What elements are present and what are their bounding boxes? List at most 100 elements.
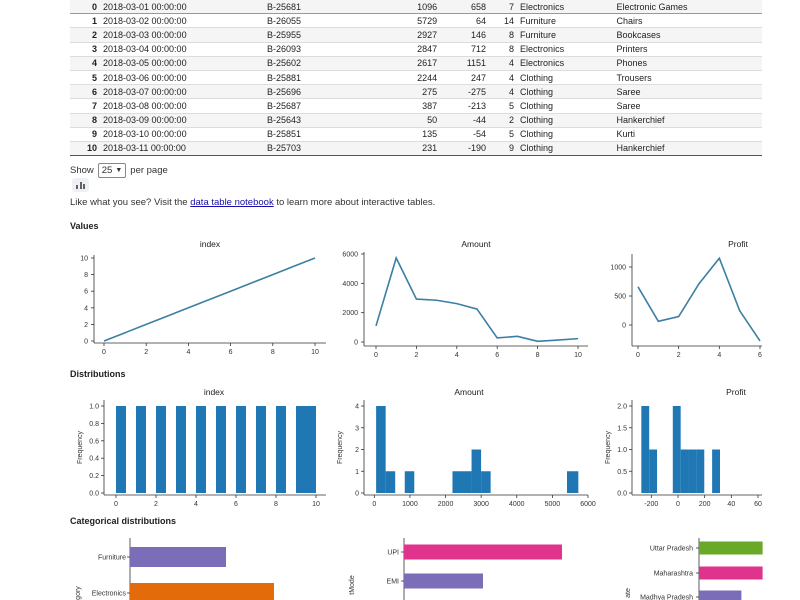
table-row: 6 2018-03-07 00:00:00 B-25696 275 -275 4 Cloth… bbox=[70, 84, 762, 100]
chevron-down-icon: ▼ bbox=[115, 167, 123, 174]
table-row: 7 2018-03-08 00:00:00 B-25687 387 -213 5 Cloth… bbox=[70, 98, 762, 114]
histogram-bar bbox=[641, 406, 650, 493]
show-label: Show bbox=[70, 165, 94, 176]
y-tick-label: 10 bbox=[80, 256, 88, 263]
plot-title: index bbox=[204, 387, 225, 397]
y-tick-label: 1000 bbox=[610, 265, 626, 272]
histogram-bar bbox=[649, 449, 658, 493]
x-tick-label: 0 bbox=[102, 349, 106, 356]
plot-title: Amount bbox=[454, 387, 484, 397]
bar-chart-icon bbox=[76, 185, 78, 189]
table-cell-profit: -190 bbox=[440, 141, 490, 157]
x-tick-label: 40 bbox=[727, 501, 735, 508]
histogram-bar bbox=[471, 449, 482, 493]
y-tick-label: 0 bbox=[84, 339, 88, 346]
table-cell-amount: 231 bbox=[390, 141, 441, 157]
table-cell-sub-category: Kurti bbox=[613, 127, 762, 142]
x-tick-label: 10 bbox=[311, 349, 319, 356]
table-cell-sub-category: Hankerchief bbox=[613, 113, 762, 128]
table-cell-category: Clothing bbox=[517, 113, 614, 128]
y-axis-label: ate bbox=[625, 588, 632, 598]
y-tick-label: 0.5 bbox=[617, 469, 627, 476]
table-cell-amount: 2617 bbox=[390, 56, 441, 71]
x-tick-label: 6000 bbox=[580, 501, 596, 508]
note-text-after: to learn more about interactive tables. bbox=[273, 197, 436, 208]
x-tick-label: 0 bbox=[676, 501, 680, 508]
per-page-select[interactable]: 25 ▼ bbox=[97, 163, 127, 178]
table-cell-amount: 2847 bbox=[390, 42, 441, 57]
table-cell-order-id: B-25687 bbox=[264, 98, 390, 114]
table-cell-category: Clothing bbox=[517, 98, 614, 114]
histogram-bar bbox=[385, 471, 396, 493]
histogram-bar bbox=[452, 471, 463, 493]
table-cell-profit: -275 bbox=[440, 84, 490, 100]
table-row: 2 2018-03-03 00:00:00 B-25955 2927 146 8 Furni… bbox=[70, 27, 762, 43]
x-tick-label: 0 bbox=[374, 352, 378, 359]
y-tick-label: 3 bbox=[355, 425, 359, 432]
x-tick-label: 8 bbox=[271, 349, 275, 356]
y-tick-label: 8 bbox=[84, 272, 88, 279]
y-axis-label: gory bbox=[75, 586, 82, 600]
histogram-bar bbox=[176, 406, 186, 493]
table-cell-order-id: B-26093 bbox=[264, 42, 390, 57]
y-tick-label: 0.0 bbox=[617, 491, 627, 498]
table-cell-idx: 10 bbox=[70, 141, 100, 157]
x-tick-label: 4 bbox=[186, 349, 190, 356]
x-tick-label: 2 bbox=[154, 501, 158, 508]
x-tick-label: -200 bbox=[644, 501, 658, 508]
table-cell-category: Electronics bbox=[517, 0, 614, 15]
x-tick-label: 60 bbox=[754, 501, 762, 508]
x-tick-label: 2 bbox=[414, 352, 418, 359]
table-cell-amount: 2244 bbox=[390, 70, 441, 86]
table-cell-order-id: B-25602 bbox=[264, 56, 390, 71]
table-row: 1 2018-03-02 00:00:00 B-26055 5729 64 14 Furni… bbox=[70, 13, 762, 29]
histogram-bar bbox=[216, 406, 226, 493]
table-cell-date: 2018-03-04 00:00:00 bbox=[100, 42, 264, 57]
table-cell-idx: 9 bbox=[70, 127, 100, 142]
histogram-bar bbox=[156, 406, 166, 493]
table-row: 3 2018-03-04 00:00:00 B-26093 2847 712 8 Elect… bbox=[70, 42, 762, 57]
x-tick-label: 0 bbox=[636, 352, 640, 359]
y-tick-label: 1.5 bbox=[617, 425, 627, 432]
table-cell-sub-category: Hankerchief bbox=[613, 141, 762, 157]
x-tick-label: 3000 bbox=[473, 501, 489, 508]
table-cell-profit: -44 bbox=[440, 113, 490, 128]
table-cell-amount: 275 bbox=[390, 84, 441, 100]
table-cell-sub-category: Printers bbox=[613, 42, 762, 57]
x-tick-label: 6 bbox=[495, 352, 499, 359]
per-page-value: 25 bbox=[101, 165, 113, 176]
category-label: UPI bbox=[387, 550, 399, 557]
y-tick-label: 2 bbox=[355, 447, 359, 454]
table-cell-date: 2018-03-06 00:00:00 bbox=[100, 70, 264, 86]
x-tick-label: 4 bbox=[194, 501, 198, 508]
table-cell-sub-category: Electronic Games bbox=[613, 0, 762, 15]
table-cell-profit: 146 bbox=[440, 27, 490, 43]
category-bar bbox=[404, 573, 483, 589]
table-cell-idx: 6 bbox=[70, 84, 100, 100]
y-axis-label: tMode bbox=[349, 575, 356, 595]
x-tick-label: 8 bbox=[536, 352, 540, 359]
table-cell-date: 2018-03-01 00:00:00 bbox=[100, 0, 264, 15]
x-tick-label: 0 bbox=[114, 501, 118, 508]
table-cell-quantity: 8 bbox=[489, 27, 518, 43]
x-tick-label: 10 bbox=[574, 352, 582, 359]
chart-suggest-button[interactable] bbox=[72, 178, 89, 192]
bar-chart-icon bbox=[83, 184, 85, 189]
table-cell-profit: 658 bbox=[440, 0, 490, 15]
category-bar bbox=[699, 566, 763, 580]
table-cell-order-id: B-25703 bbox=[264, 141, 390, 157]
histogram-bar bbox=[236, 406, 246, 493]
x-tick-label: 10 bbox=[312, 501, 320, 508]
table-cell-profit: 712 bbox=[440, 42, 490, 57]
table-cell-quantity: 14 bbox=[489, 13, 518, 29]
bar-chart-icon bbox=[79, 182, 82, 189]
table-cell-quantity: 2 bbox=[489, 113, 518, 128]
data-table-notebook-link[interactable]: data table notebook bbox=[190, 197, 274, 208]
table-cell-quantity: 5 bbox=[489, 127, 518, 142]
data-table: 0 2018-03-01 00:00:00 B-25681 1096 658 7 Elect… bbox=[70, 0, 762, 157]
per-page-label: per page bbox=[130, 165, 168, 176]
table-cell-category: Clothing bbox=[517, 84, 614, 100]
table-cell-idx: 8 bbox=[70, 113, 100, 128]
y-axis-label: Frequency bbox=[605, 430, 612, 464]
table-cell-order-id: B-26055 bbox=[264, 13, 390, 29]
